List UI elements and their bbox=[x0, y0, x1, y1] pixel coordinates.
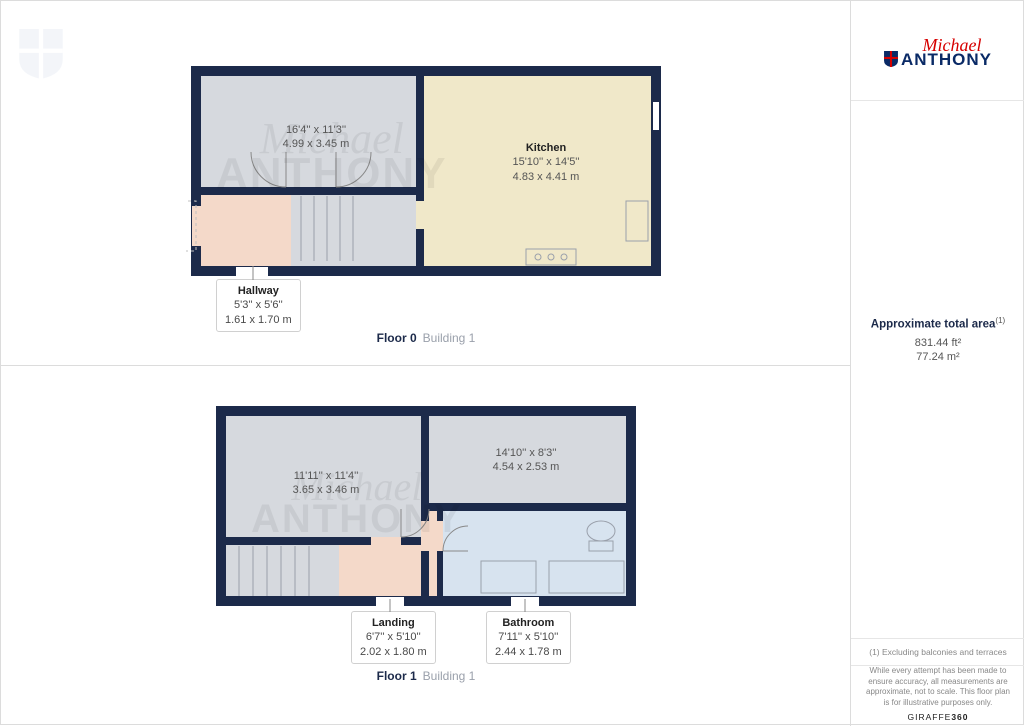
floor-1-panel: MichaelANTHONY bbox=[1, 366, 851, 726]
dim-metric: 4.54 x 2.53 m bbox=[466, 460, 586, 474]
room-name: Kitchen bbox=[486, 141, 606, 155]
brand-line2-row: ANTHONY bbox=[865, 50, 1011, 70]
dim-imperial: 11'11'' x 11'4'' bbox=[266, 469, 386, 483]
floorplan-main: MichaelANTHONY bbox=[1, 1, 851, 726]
dim-imperial: 7'11'' x 5'10'' bbox=[495, 630, 562, 644]
sidebar: Michael ANTHONY Approximate total area(1… bbox=[851, 1, 1024, 726]
room-label-grey1: 11'11'' x 11'4'' 3.65 x 3.46 m bbox=[266, 469, 386, 498]
credit: GIRAFFE360 bbox=[851, 712, 1024, 722]
footnote: (1) Excluding balconies and terraces bbox=[851, 638, 1024, 666]
floor-1-plan bbox=[211, 401, 641, 611]
caption-bold: Floor 0 bbox=[377, 331, 417, 345]
room-name: Landing bbox=[360, 616, 427, 630]
area-sup: (1) bbox=[995, 316, 1005, 325]
area-m2: 77.24 m² bbox=[851, 351, 1024, 363]
brand-logo: Michael ANTHONY bbox=[851, 1, 1024, 101]
dim-metric: 3.65 x 3.46 m bbox=[266, 483, 386, 497]
credit-a: GIRAFFE bbox=[907, 712, 951, 722]
callout-hallway: Hallway 5'3'' x 5'6'' 1.61 x 1.70 m bbox=[216, 279, 301, 332]
dim-imperial: 15'10'' x 14'5'' bbox=[486, 155, 606, 169]
dim-metric: 2.44 x 1.78 m bbox=[495, 645, 562, 659]
brand-line2: ANTHONY bbox=[901, 50, 992, 69]
dim-imperial: 16'4'' x 11'3'' bbox=[256, 123, 376, 137]
dim-imperial: 14'10'' x 8'3'' bbox=[466, 446, 586, 460]
callout-bathroom: Bathroom 7'11'' x 5'10'' 2.44 x 1.78 m bbox=[486, 611, 571, 664]
room-label-grey2: 14'10'' x 8'3'' 4.54 x 2.53 m bbox=[466, 446, 586, 475]
disclaimer: While every attempt has been made to ens… bbox=[851, 666, 1024, 708]
floor-0-panel: MichaelANTHONY bbox=[1, 1, 851, 366]
caption-bold: Floor 1 bbox=[377, 669, 417, 683]
floor-1-caption: Floor 1 Building 1 bbox=[1, 669, 851, 683]
floor-0-caption: Floor 0 Building 1 bbox=[1, 331, 851, 345]
area-ft2: 831.44 ft² bbox=[851, 337, 1024, 349]
room-name: Hallway bbox=[225, 284, 292, 298]
room-name: Bathroom bbox=[495, 616, 562, 630]
dim-metric: 4.83 x 4.41 m bbox=[486, 170, 606, 184]
dim-imperial: 5'3'' x 5'6'' bbox=[225, 298, 292, 312]
callout-leader bbox=[252, 266, 254, 280]
shield-icon bbox=[884, 51, 898, 67]
dim-imperial: 6'7'' x 5'10'' bbox=[360, 630, 427, 644]
room-label-grey: 16'4'' x 11'3'' 4.99 x 3.45 m bbox=[256, 123, 376, 152]
room-label-kitchen: Kitchen 15'10'' x 14'5'' 4.83 x 4.41 m bbox=[486, 141, 606, 184]
area-title-row: Approximate total area(1) bbox=[851, 316, 1024, 331]
caption-rest: Building 1 bbox=[423, 331, 476, 345]
area-title: Approximate total area bbox=[871, 319, 996, 331]
area-block: Approximate total area(1) 831.44 ft² 77.… bbox=[851, 316, 1024, 363]
caption-rest: Building 1 bbox=[423, 669, 476, 683]
dim-metric: 2.02 x 1.80 m bbox=[360, 645, 427, 659]
callout-leader bbox=[389, 599, 391, 612]
dim-metric: 4.99 x 3.45 m bbox=[256, 137, 376, 151]
credit-b: 360 bbox=[951, 712, 968, 722]
dim-metric: 1.61 x 1.70 m bbox=[225, 313, 292, 327]
callout-landing: Landing 6'7'' x 5'10'' 2.02 x 1.80 m bbox=[351, 611, 436, 664]
callout-leader bbox=[524, 599, 526, 612]
